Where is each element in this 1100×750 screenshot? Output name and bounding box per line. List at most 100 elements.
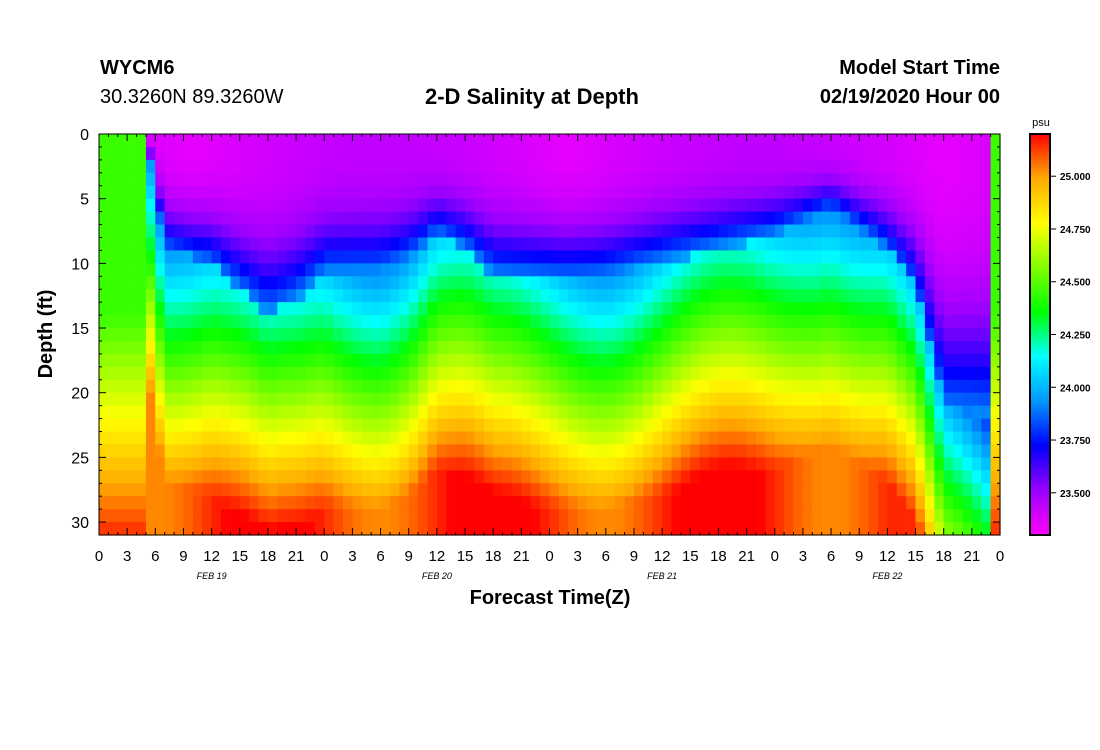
heatmap-cell xyxy=(896,263,907,277)
heatmap-cell xyxy=(371,134,382,148)
heatmap-cell xyxy=(981,418,992,433)
heatmap-cell xyxy=(127,483,138,497)
heatmap-cell xyxy=(352,263,363,277)
heatmap-cell xyxy=(802,366,813,381)
heatmap-cell xyxy=(427,289,438,303)
heatmap-cell xyxy=(690,134,701,148)
heatmap-cell xyxy=(221,134,231,148)
heatmap-cell xyxy=(784,289,795,303)
heatmap-cell xyxy=(624,237,635,252)
heatmap-cell xyxy=(202,457,213,471)
heatmap-cell xyxy=(427,483,438,497)
heatmap-cell xyxy=(465,224,476,239)
heatmap-cell xyxy=(230,159,241,174)
heatmap-cell xyxy=(633,328,644,342)
heatmap-cell xyxy=(239,431,250,446)
heatmap-cell xyxy=(343,496,354,510)
heatmap-cell xyxy=(530,172,541,187)
heatmap-cell xyxy=(605,496,616,510)
heatmap-cell xyxy=(324,431,335,446)
heatmap-cell xyxy=(577,146,588,161)
heatmap-cell xyxy=(305,315,316,329)
heatmap-cell xyxy=(859,353,870,368)
heatmap-cell xyxy=(699,185,710,200)
heatmap-cell xyxy=(108,302,119,316)
heatmap-cell xyxy=(990,250,1001,264)
heatmap-cell xyxy=(962,470,973,484)
heatmap-cell xyxy=(521,224,532,239)
heatmap-cell xyxy=(877,250,888,264)
heatmap-cell xyxy=(127,276,138,290)
heatmap-cell xyxy=(230,276,241,290)
heatmap-cell xyxy=(324,379,335,394)
heatmap-cell xyxy=(568,418,579,433)
heatmap-cell xyxy=(624,392,635,407)
colorbar-tick-label: 25.000 xyxy=(1060,172,1091,183)
heatmap-cell xyxy=(831,379,842,394)
colorbar-tick-label: 24.250 xyxy=(1060,331,1091,342)
heatmap-cell xyxy=(211,276,222,290)
heatmap-cell xyxy=(136,146,147,161)
heatmap-cell xyxy=(530,379,541,394)
heatmap-cell xyxy=(99,470,109,484)
heatmap-cell xyxy=(418,224,429,239)
heatmap-cell xyxy=(849,315,860,329)
heatmap-cell xyxy=(802,276,813,290)
heatmap-cell xyxy=(784,496,795,510)
heatmap-cell xyxy=(108,237,119,252)
heatmap-cell xyxy=(211,379,222,394)
heatmap-cell xyxy=(136,250,147,264)
heatmap-cell xyxy=(145,224,156,239)
heatmap-cell xyxy=(774,328,785,342)
heatmap-cell xyxy=(389,302,400,316)
heatmap-cell xyxy=(136,237,147,252)
heatmap-cell xyxy=(662,457,673,471)
heatmap-cell xyxy=(680,237,691,252)
heatmap-cell xyxy=(943,328,954,342)
heatmap-cell xyxy=(164,134,175,148)
heatmap-cell xyxy=(352,522,363,536)
heatmap-cell xyxy=(239,405,250,420)
heatmap-cell xyxy=(680,315,691,329)
heatmap-cell xyxy=(474,444,485,458)
heatmap-cell xyxy=(774,198,785,213)
heatmap-cell xyxy=(699,509,710,523)
heatmap-cell xyxy=(155,211,166,226)
heatmap-cell xyxy=(849,366,860,381)
heatmap-cell xyxy=(352,134,363,148)
heatmap-cell xyxy=(624,418,635,433)
heatmap-cell xyxy=(99,263,109,277)
heatmap-cell xyxy=(145,509,156,523)
heatmap-cell xyxy=(352,470,363,484)
heatmap-cell xyxy=(671,146,682,161)
heatmap-cell xyxy=(990,185,1001,200)
heatmap-cell xyxy=(305,483,316,497)
heatmap-cell xyxy=(446,328,457,342)
heatmap-cell xyxy=(680,198,691,213)
heatmap-cell xyxy=(436,522,447,536)
heatmap-cell xyxy=(718,353,729,368)
heatmap-cell xyxy=(164,405,175,420)
heatmap-cell xyxy=(915,289,926,303)
heatmap-cell xyxy=(831,134,842,148)
heatmap-cell xyxy=(831,159,842,174)
heatmap-cell xyxy=(812,302,823,316)
heatmap-cell xyxy=(324,392,335,407)
heatmap-cell xyxy=(587,483,598,497)
heatmap-cell xyxy=(399,522,410,536)
x-tick-label: 6 xyxy=(151,548,159,565)
heatmap-cell xyxy=(343,509,354,523)
heatmap-cell xyxy=(117,483,128,497)
heatmap-cell xyxy=(587,146,598,161)
heatmap-cell xyxy=(389,276,400,290)
heatmap-cell xyxy=(971,328,982,342)
heatmap-cell xyxy=(221,328,231,342)
heatmap-cell xyxy=(568,224,579,239)
heatmap-cell xyxy=(474,263,485,277)
heatmap-cell xyxy=(821,146,832,161)
heatmap-cell xyxy=(643,379,654,394)
heatmap-cell xyxy=(174,276,185,290)
heatmap-cell xyxy=(465,276,476,290)
heatmap-cell xyxy=(183,457,194,471)
heatmap-cell xyxy=(155,353,166,368)
